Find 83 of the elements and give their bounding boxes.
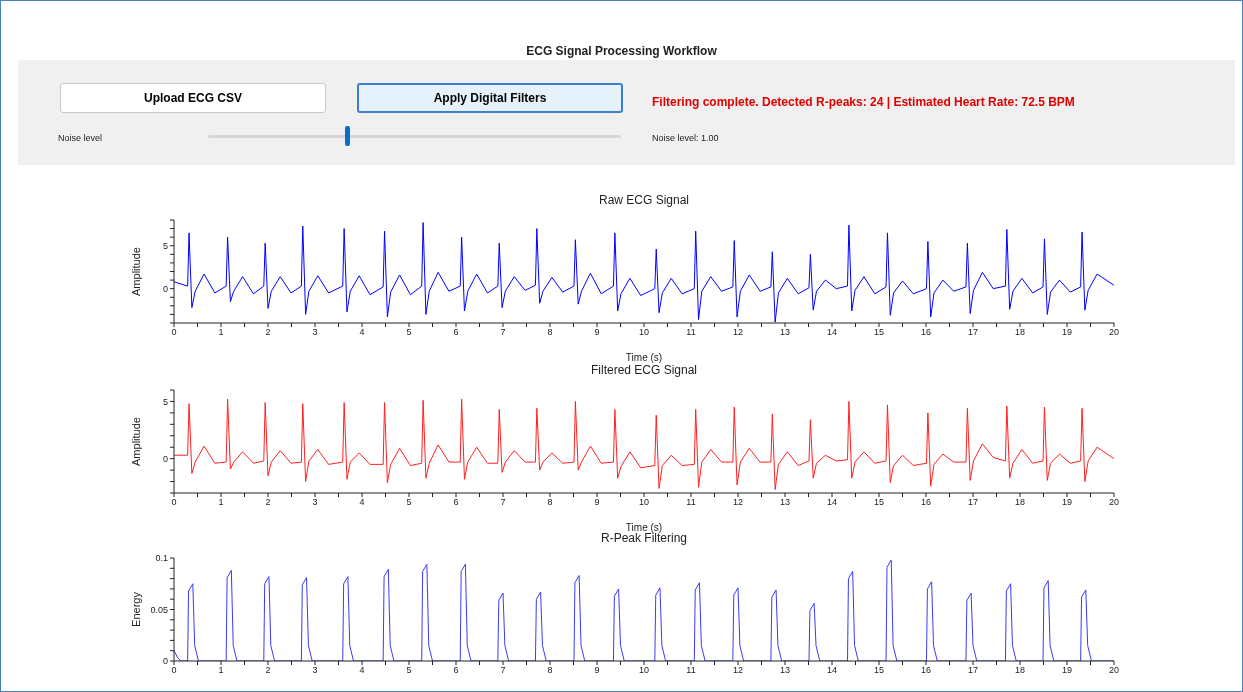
x-tick-label: 15: [873, 497, 885, 508]
x-tick-label: 9: [594, 327, 600, 338]
x-axis-title: Time (s): [625, 522, 663, 533]
x-tick-label: 16: [920, 497, 932, 508]
x-tick-label: 3: [312, 327, 318, 338]
x-tick-label: 11: [686, 327, 696, 338]
x-tick-label: 13: [779, 665, 791, 676]
y-axis-title: Amplitude: [129, 247, 142, 296]
chart-title: Raw ECG Signal: [597, 193, 690, 207]
y-tick-label: 0: [162, 453, 168, 464]
x-tick-label: 5: [406, 327, 412, 338]
x-tick-label: 1: [218, 497, 224, 508]
x-tick-label: 6: [453, 665, 459, 676]
x-tick-label: 8: [547, 665, 553, 676]
x-tick-label: 10: [638, 497, 650, 508]
x-tick-label: 6: [453, 497, 459, 508]
x-tick-label: 17: [967, 327, 979, 338]
x-tick-label: 16: [920, 665, 932, 676]
x-tick-label: 1: [218, 665, 224, 676]
y-tick-label: 0: [162, 283, 168, 294]
text: ECG Signal Processing Workflow: [525, 44, 718, 58]
x-tick-label: 7: [500, 665, 506, 676]
button: Apply Digital Filters: [357, 83, 623, 113]
x-tick-label: 8: [547, 497, 553, 508]
x-tick-label: 19: [1061, 665, 1073, 676]
x-tick-label: 2: [265, 665, 271, 676]
x-tick-label: 9: [594, 665, 600, 676]
x-tick-label: 10: [638, 327, 650, 338]
x-tick-label: 2: [265, 327, 271, 338]
x-tick-label: 15: [873, 327, 885, 338]
x-tick-label: 4: [359, 327, 365, 338]
y-tick-label: 0: [162, 656, 168, 667]
x-tick-label: 19: [1061, 327, 1073, 338]
x-tick-label: 7: [500, 497, 506, 508]
x-tick-label: 0: [171, 497, 177, 508]
button: Upload ECG CSV: [60, 83, 326, 113]
x-tick-label: 18: [1014, 665, 1026, 676]
x-tick-label: 12: [732, 327, 744, 338]
text: Noise level: 1.00: [652, 133, 719, 143]
chart-title: Filtered ECG Signal: [589, 363, 698, 377]
x-tick-label: 13: [779, 327, 791, 338]
x-tick-label: 4: [359, 665, 365, 676]
x-tick-label: 0: [171, 327, 177, 338]
x-tick-label: 14: [826, 665, 838, 676]
x-tick-label: 18: [1014, 327, 1026, 338]
x-tick-label: 7: [500, 327, 506, 338]
x-tick-label: 19: [1061, 497, 1073, 508]
x-tick-label: 20: [1108, 327, 1120, 338]
x-tick-label: 12: [732, 497, 744, 508]
y-tick-label: 5: [162, 240, 168, 251]
x-tick-label: 5: [406, 497, 412, 508]
x-tick-label: 14: [826, 497, 838, 508]
x-tick-label: 5: [406, 665, 412, 676]
x-tick-label: 20: [1108, 497, 1120, 508]
x-tick-label: 6: [453, 327, 459, 338]
x-tick-label: 11: [686, 497, 696, 508]
x-tick-label: 0: [171, 665, 177, 676]
x-tick-label: 4: [359, 497, 365, 508]
text: Filtering complete. Detected R-peaks: 24 | Estimated Heart Rate: 72.5 BPM: [652, 95, 1075, 109]
x-tick-label: 18: [1014, 497, 1026, 508]
x-tick-label: 10: [638, 665, 650, 676]
x-tick-label: 11: [686, 665, 696, 676]
x-axis-title: Time (s): [625, 352, 663, 363]
y-tick-label: 0.05: [150, 604, 168, 615]
x-tick-label: 14: [826, 327, 838, 338]
x-tick-label: 3: [312, 665, 318, 676]
x-tick-label: 1: [218, 327, 224, 338]
x-tick-label: 15: [873, 665, 885, 676]
x-tick-label: 3: [312, 497, 318, 508]
y-tick-label: 0.1: [155, 553, 168, 564]
x-tick-label: 20: [1108, 665, 1120, 676]
x-tick-label: 9: [594, 497, 600, 508]
text: Noise level: [58, 133, 103, 143]
y-tick-label: 5: [162, 396, 168, 407]
x-tick-label: 12: [732, 665, 744, 676]
y-axis-title: Energy: [129, 591, 142, 627]
y-axis-title: Amplitude: [129, 417, 142, 466]
x-tick-label: 17: [967, 665, 979, 676]
x-tick-label: 8: [547, 327, 553, 338]
x-tick-label: 16: [920, 327, 932, 338]
x-tick-label: 2: [265, 497, 271, 508]
x-tick-label: 17: [967, 497, 979, 508]
x-tick-label: 13: [779, 497, 791, 508]
